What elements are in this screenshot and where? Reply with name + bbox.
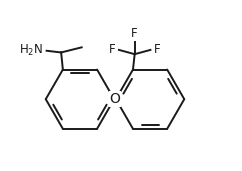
Text: F: F xyxy=(153,43,160,56)
Text: H$_2$N: H$_2$N xyxy=(19,43,43,58)
Text: O: O xyxy=(110,92,121,106)
Text: F: F xyxy=(109,43,116,56)
Text: F: F xyxy=(131,27,138,40)
